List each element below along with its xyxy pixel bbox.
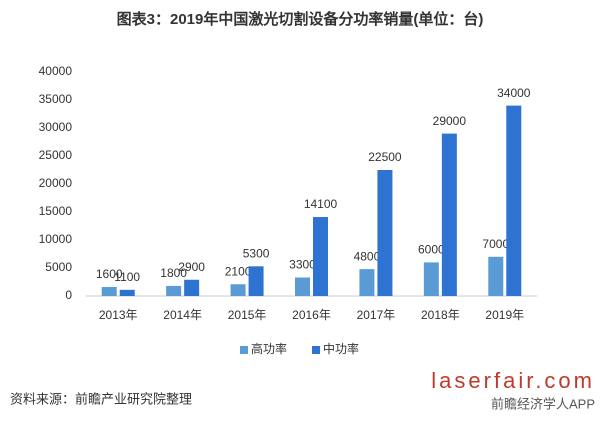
value-label: 4800 bbox=[354, 249, 381, 263]
bar bbox=[423, 262, 439, 296]
chart-title: 图表3：2019年中国激光切割设备分功率销量(单位：台) bbox=[117, 10, 484, 28]
source: 资料来源：前瞻产业研究院整理 bbox=[10, 391, 192, 406]
value-label: 3300 bbox=[289, 258, 316, 272]
value-label: 7000 bbox=[482, 237, 509, 251]
value-label: 22500 bbox=[368, 150, 402, 164]
bar bbox=[377, 170, 393, 296]
bar bbox=[101, 287, 117, 296]
y-tick-label: 25000 bbox=[39, 148, 73, 162]
value-label: 34000 bbox=[497, 86, 531, 100]
value-label: 1600 bbox=[96, 267, 123, 281]
legend-swatch bbox=[312, 346, 320, 354]
bar bbox=[359, 269, 375, 296]
bar bbox=[184, 279, 200, 296]
watermark: laserfair.com bbox=[431, 368, 595, 393]
legend-label: 高功率 bbox=[251, 341, 287, 356]
value-label: 14100 bbox=[304, 197, 338, 211]
value-label: 29000 bbox=[433, 114, 467, 128]
x-tick-label: 2013年 bbox=[99, 308, 138, 322]
bar bbox=[313, 217, 328, 296]
y-tick-label: 35000 bbox=[39, 92, 73, 106]
bar bbox=[230, 284, 246, 296]
bar bbox=[166, 285, 182, 296]
y-tick-label: 30000 bbox=[39, 120, 73, 134]
bar bbox=[295, 277, 310, 296]
x-tick-label: 2016年 bbox=[292, 308, 331, 322]
value-label: 6000 bbox=[418, 243, 445, 257]
bar bbox=[119, 289, 135, 296]
value-label: 2900 bbox=[178, 260, 205, 274]
value-label: 5300 bbox=[243, 246, 270, 260]
bar bbox=[248, 266, 264, 296]
watermark: 前瞻经济学人APP bbox=[491, 396, 595, 411]
bar bbox=[488, 256, 504, 296]
y-tick-label: 5000 bbox=[45, 260, 72, 274]
x-tick-label: 2017年 bbox=[357, 308, 396, 322]
value-label: 1100 bbox=[114, 270, 140, 284]
y-tick-label: 40000 bbox=[39, 64, 73, 78]
x-tick-label: 2014年 bbox=[163, 308, 202, 322]
x-tick-label: 2015年 bbox=[228, 308, 267, 322]
y-tick-label: 0 bbox=[65, 288, 72, 302]
y-tick-label: 10000 bbox=[39, 232, 73, 246]
value-label: 2100 bbox=[225, 264, 252, 278]
value-label: 1800 bbox=[160, 266, 187, 280]
y-tick-label: 15000 bbox=[39, 204, 73, 218]
bar bbox=[441, 133, 457, 296]
bar bbox=[506, 105, 522, 296]
x-tick-label: 2018年 bbox=[421, 308, 460, 322]
legend-label: 中功率 bbox=[323, 341, 359, 356]
legend-swatch bbox=[240, 346, 248, 354]
y-tick-label: 20000 bbox=[39, 176, 73, 190]
x-tick-label: 2019年 bbox=[485, 308, 524, 322]
